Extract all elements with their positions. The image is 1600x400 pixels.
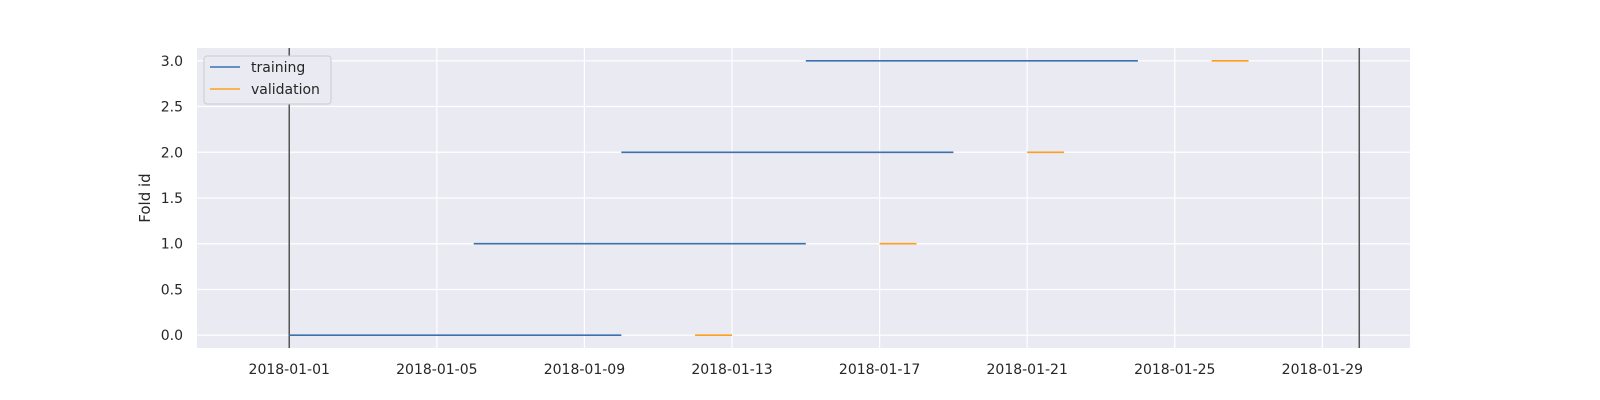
y-tick-label: 0.0 (161, 328, 183, 344)
y-tick-labels: 0.0 0.5 1.0 1.5 2.0 2.5 3.0 (161, 54, 183, 344)
y-tick-label: 0.5 (161, 282, 183, 298)
y-tick-label: 3.0 (161, 54, 183, 70)
legend-label-validation: validation (251, 82, 320, 98)
y-tick-label: 2.0 (161, 145, 183, 161)
x-tick-labels: 2018-01-01 2018-01-05 2018-01-09 2018-01-13… (249, 362, 1364, 378)
series-segments (289, 60, 1249, 336)
y-tick-label: 1.5 (161, 191, 183, 207)
x-tick-label: 2018-01-13 (691, 362, 772, 378)
x-tick-label: 2018-01-17 (839, 362, 920, 378)
x-tick-label: 2018-01-05 (396, 362, 477, 378)
y-tick-label: 2.5 (161, 100, 183, 116)
x-tick-label: 2018-01-25 (1134, 362, 1215, 378)
y-tick-label: 1.0 (161, 237, 183, 253)
y-axis-label: Fold id (136, 173, 154, 222)
legend-box (203, 55, 332, 105)
legend-label-training: training (251, 60, 305, 76)
x-tick-label: 2018-01-01 (249, 362, 330, 378)
legend: training validation (203, 55, 332, 105)
x-tick-label: 2018-01-21 (987, 362, 1068, 378)
x-tick-label: 2018-01-09 (544, 362, 625, 378)
x-tick-label: 2018-01-29 (1282, 362, 1363, 378)
